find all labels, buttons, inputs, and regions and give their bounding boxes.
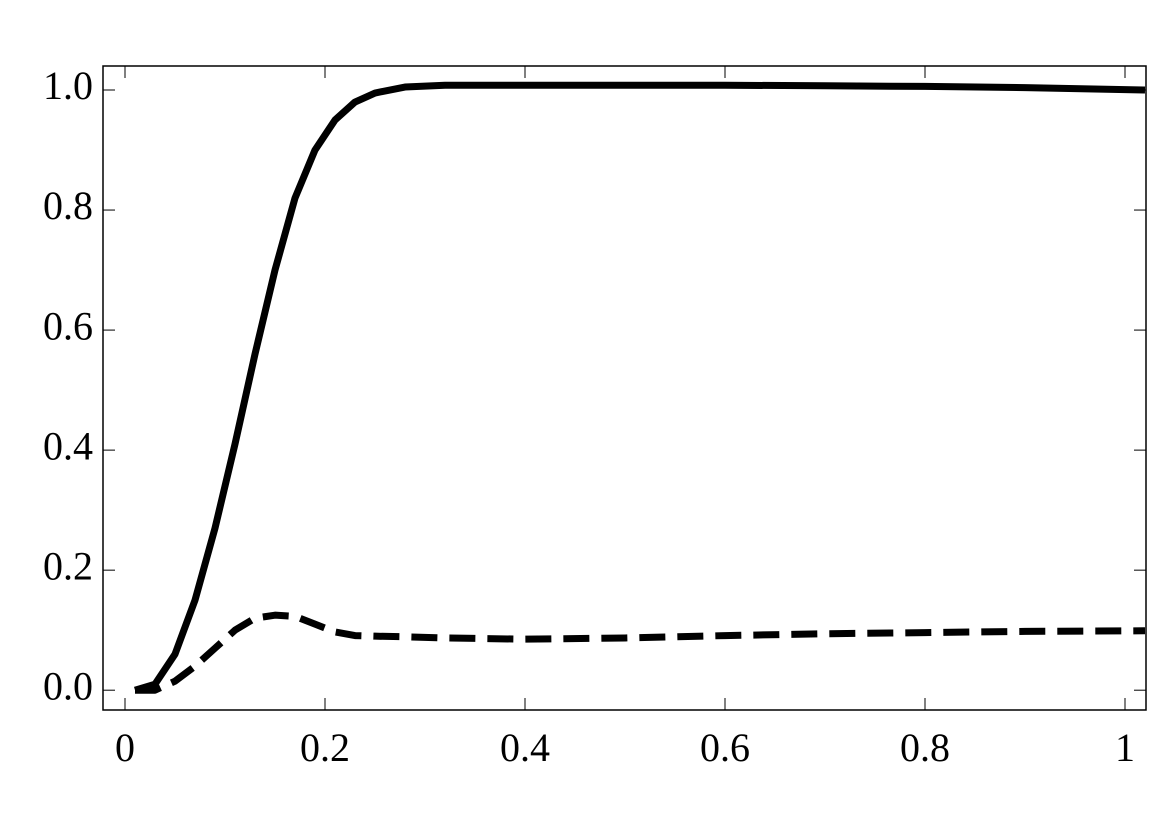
- x-tick-label: 0.4: [500, 725, 550, 770]
- y-tick-label: 0.8: [43, 183, 93, 228]
- line-series: [133, 81, 1146, 694]
- x-tick-label: 0: [115, 725, 135, 770]
- y-tick-label: 0.2: [43, 543, 93, 588]
- x-tick-label: 0.2: [300, 725, 350, 770]
- y-tick-label: 0.4: [43, 423, 93, 468]
- y-tick-label: 0.6: [43, 303, 93, 348]
- plot-frame: [102, 65, 1147, 711]
- line-series: [135, 611, 1146, 694]
- y-tick-label: 1.0: [43, 63, 93, 108]
- x-tick-label: 1: [1115, 725, 1135, 770]
- y-tick-label: 0.0: [43, 663, 93, 708]
- x-tick-label: 0.8: [900, 725, 950, 770]
- x-tick-label: 0.6: [700, 725, 750, 770]
